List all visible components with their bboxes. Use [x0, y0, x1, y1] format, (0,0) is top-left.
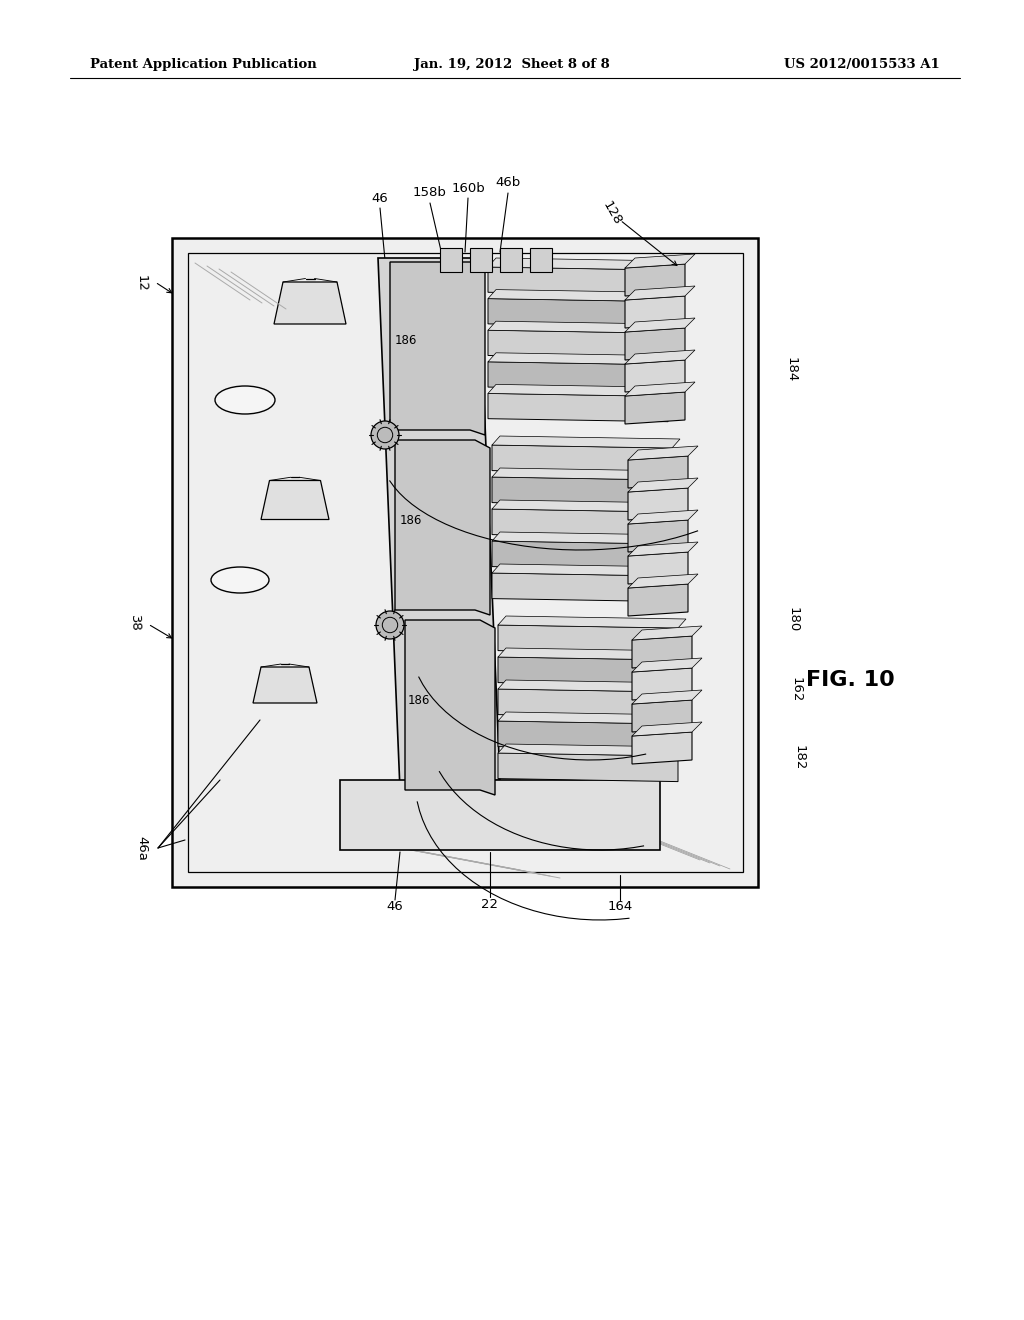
Polygon shape	[274, 282, 346, 323]
Circle shape	[371, 421, 399, 449]
Polygon shape	[625, 392, 685, 424]
Text: 22: 22	[481, 899, 499, 912]
Polygon shape	[390, 261, 485, 436]
Polygon shape	[625, 327, 685, 360]
Text: 162: 162	[790, 677, 803, 702]
Text: 186: 186	[400, 513, 422, 527]
Polygon shape	[628, 488, 688, 520]
Text: Patent Application Publication: Patent Application Publication	[90, 58, 316, 71]
Text: 184: 184	[785, 358, 798, 383]
Polygon shape	[625, 264, 685, 296]
Polygon shape	[406, 620, 495, 795]
Polygon shape	[625, 318, 695, 333]
Polygon shape	[488, 298, 668, 327]
Polygon shape	[632, 657, 702, 672]
Polygon shape	[340, 780, 660, 850]
Polygon shape	[498, 689, 678, 718]
Polygon shape	[625, 296, 685, 327]
Polygon shape	[488, 362, 668, 391]
Polygon shape	[253, 667, 317, 704]
Polygon shape	[498, 721, 678, 750]
Text: 186: 186	[408, 693, 430, 706]
Text: 164: 164	[607, 900, 633, 913]
Polygon shape	[632, 700, 692, 733]
Polygon shape	[632, 636, 692, 668]
Polygon shape	[492, 541, 672, 570]
Ellipse shape	[211, 568, 269, 593]
Text: 46: 46	[387, 900, 403, 913]
Polygon shape	[498, 711, 686, 723]
Polygon shape	[488, 289, 676, 301]
Polygon shape	[625, 350, 695, 364]
Polygon shape	[498, 624, 678, 653]
Polygon shape	[492, 445, 672, 474]
Text: 46b: 46b	[496, 177, 520, 190]
Polygon shape	[500, 248, 522, 272]
Polygon shape	[492, 573, 672, 602]
Polygon shape	[628, 574, 698, 587]
Polygon shape	[632, 733, 692, 764]
Polygon shape	[625, 381, 695, 396]
Polygon shape	[625, 360, 685, 392]
Text: 160b: 160b	[452, 181, 485, 194]
Text: 180: 180	[787, 607, 800, 632]
Text: 128: 128	[600, 199, 624, 227]
Polygon shape	[488, 393, 668, 421]
Polygon shape	[488, 321, 676, 333]
Polygon shape	[488, 384, 676, 396]
Polygon shape	[498, 744, 686, 756]
Polygon shape	[492, 477, 672, 506]
Polygon shape	[378, 257, 500, 789]
Polygon shape	[632, 722, 702, 737]
Polygon shape	[625, 286, 695, 300]
Polygon shape	[498, 657, 678, 685]
Polygon shape	[492, 500, 680, 512]
Polygon shape	[395, 440, 490, 615]
Ellipse shape	[215, 385, 275, 414]
Polygon shape	[628, 543, 698, 556]
Text: 38: 38	[128, 614, 142, 632]
Polygon shape	[498, 648, 686, 660]
Polygon shape	[530, 248, 552, 272]
Text: 158b: 158b	[413, 186, 446, 199]
Polygon shape	[625, 253, 695, 268]
Polygon shape	[628, 478, 698, 492]
Polygon shape	[498, 616, 686, 628]
Polygon shape	[492, 510, 672, 537]
Text: 46a: 46a	[135, 836, 148, 861]
Polygon shape	[498, 680, 686, 692]
Polygon shape	[628, 552, 688, 583]
Polygon shape	[440, 248, 462, 272]
Circle shape	[376, 611, 404, 639]
Polygon shape	[470, 248, 492, 272]
Polygon shape	[628, 583, 688, 616]
Polygon shape	[492, 436, 680, 447]
Polygon shape	[632, 690, 702, 704]
Polygon shape	[492, 532, 680, 544]
Polygon shape	[492, 564, 680, 576]
Polygon shape	[628, 510, 698, 524]
Polygon shape	[492, 469, 680, 480]
Polygon shape	[488, 330, 668, 359]
Text: 182: 182	[793, 746, 806, 771]
Polygon shape	[632, 626, 702, 640]
Text: US 2012/0015533 A1: US 2012/0015533 A1	[784, 58, 940, 71]
Polygon shape	[488, 267, 668, 296]
Text: FIG. 10: FIG. 10	[806, 671, 894, 690]
Polygon shape	[488, 257, 676, 271]
Polygon shape	[498, 752, 678, 781]
Text: 46: 46	[372, 191, 388, 205]
Polygon shape	[172, 238, 758, 887]
Polygon shape	[488, 352, 676, 364]
Polygon shape	[628, 446, 698, 459]
Polygon shape	[261, 480, 329, 520]
Text: Jan. 19, 2012  Sheet 8 of 8: Jan. 19, 2012 Sheet 8 of 8	[414, 58, 610, 71]
Text: 186: 186	[395, 334, 418, 346]
Text: 12: 12	[134, 275, 148, 292]
Polygon shape	[628, 520, 688, 552]
Polygon shape	[632, 668, 692, 700]
Polygon shape	[628, 455, 688, 488]
